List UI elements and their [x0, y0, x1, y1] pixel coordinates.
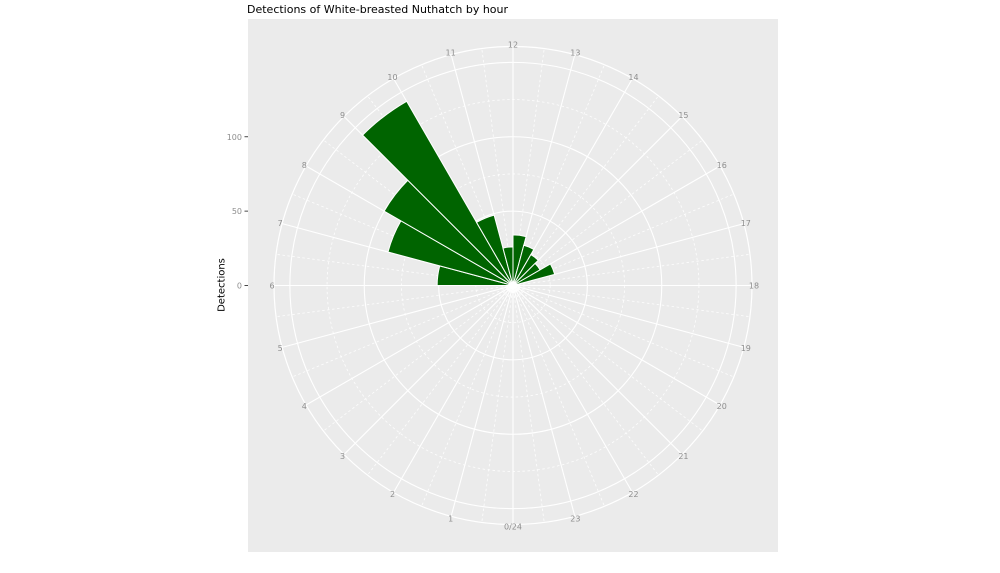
grid-ray-hour: [512, 285, 633, 493]
grid-ray-hour: [512, 285, 721, 406]
grid-ray-hour: [512, 116, 683, 286]
r-tick-label-0: 0: [237, 282, 242, 291]
grid-ray-hour: [305, 285, 514, 406]
hour-label-11: 11: [446, 49, 456, 58]
grid-ray-hour: [393, 285, 514, 493]
grid-ray-hour: [512, 285, 576, 517]
hour-label-15: 15: [678, 111, 688, 120]
hour-label-13: 13: [570, 49, 580, 58]
bar-sector-hour-9: [361, 100, 514, 286]
bar-sector-hour-16: [512, 263, 556, 286]
hour-label-23: 23: [570, 514, 580, 523]
r-tick-label-50: 50: [232, 207, 242, 216]
hour-label-12: 12: [508, 41, 518, 50]
grid-ray-hour: [450, 285, 514, 517]
hour-label-7: 7: [278, 219, 283, 228]
hour-label-19: 19: [741, 344, 751, 353]
bar-sector-hour-14: [512, 253, 539, 286]
grid-ray-hour: [512, 285, 683, 455]
hour-label-14: 14: [628, 73, 638, 82]
bar-sector-hour-13: [512, 244, 535, 286]
hour-label-21: 21: [678, 452, 688, 461]
hour-label-18: 18: [749, 282, 759, 291]
hour-label-0: 0/24: [504, 523, 522, 532]
grid-ray-hour: [343, 285, 514, 455]
grid-ray-hour: [282, 284, 514, 348]
chart-title: Detections of White-breasted Nuthatch by…: [247, 3, 509, 16]
y-axis-title: Detections: [216, 258, 228, 312]
bar-sector-hour-10: [475, 214, 514, 286]
hour-label-22: 22: [628, 490, 638, 499]
r-tick-label-100: 100: [227, 133, 242, 142]
hour-label-4: 4: [302, 402, 307, 411]
hour-label-17: 17: [741, 219, 751, 228]
hour-label-20: 20: [717, 402, 727, 411]
hour-label-3: 3: [340, 452, 345, 461]
hour-label-8: 8: [302, 161, 307, 170]
grid-ray-hour: [512, 284, 744, 348]
hour-label-10: 10: [387, 73, 397, 82]
hour-label-16: 16: [717, 161, 727, 170]
hour-label-5: 5: [278, 344, 283, 353]
hour-label-9: 9: [340, 111, 345, 120]
hour-label-2: 2: [390, 490, 395, 499]
hour-label-6: 6: [269, 282, 274, 291]
hour-label-1: 1: [448, 514, 453, 523]
